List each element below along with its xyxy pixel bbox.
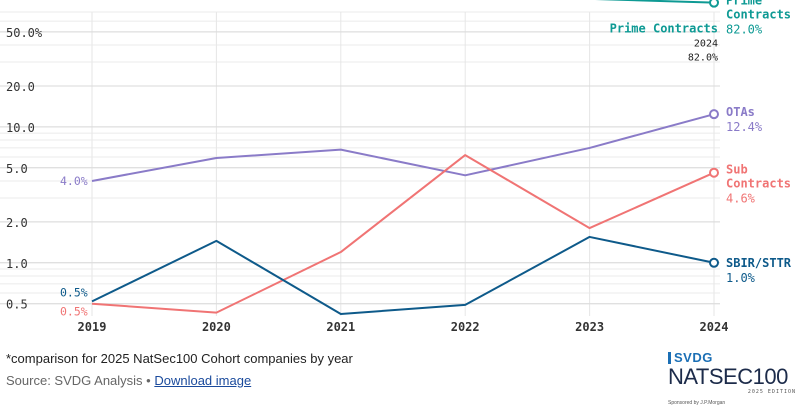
series-end-value-label: 12.4% xyxy=(726,120,763,134)
y-tick-label: 0.5 xyxy=(6,298,28,312)
series-name-label: SBIR/STTR xyxy=(726,256,792,270)
source-text: Source: SVDG Analysis • xyxy=(6,373,155,388)
series-name-label: Sub xyxy=(726,163,748,177)
series-line xyxy=(595,0,715,4)
y-tick-label: 20.0 xyxy=(6,80,35,94)
source-line: Source: SVDG Analysis • Download image xyxy=(6,373,251,388)
series-name-label: Prime xyxy=(726,0,762,8)
logo-bar xyxy=(668,352,671,364)
hover-tooltip: Prime Contracts 2024 82.0% xyxy=(610,22,718,64)
series-end-value-label: 1.0% xyxy=(726,271,756,285)
y-tick-label: 5.0 xyxy=(6,162,28,176)
download-image-link[interactable]: Download image xyxy=(154,373,252,388)
x-tick-label: 2019 xyxy=(78,320,107,334)
tooltip-series-name: Prime Contracts xyxy=(610,22,718,36)
series-end-marker xyxy=(709,257,719,268)
series-line xyxy=(91,113,715,182)
series-end-marker xyxy=(709,167,719,178)
series-name-label: Contracts xyxy=(726,8,791,22)
tooltip-value: 82.0% xyxy=(688,53,718,64)
series-end-value-label: 82.0% xyxy=(726,23,763,37)
x-axis: 2019 2020 2021 2022 2023 2024 xyxy=(78,320,729,334)
x-tick-label: 2022 xyxy=(451,320,480,334)
chart-grid xyxy=(0,11,720,316)
series-name-label: Contracts xyxy=(726,177,791,191)
logo-natsec100: NATSEC100 xyxy=(668,364,788,389)
series-start-label: 0.5% xyxy=(60,285,88,299)
line-chart: 0.51.02.05.010.020.050.0% 2019 2020 2021 20… xyxy=(0,0,792,334)
series-end-marker xyxy=(709,0,719,8)
y-tick-label: 2.0 xyxy=(6,216,28,230)
series-end-marker xyxy=(709,109,719,120)
chart-footnote: *comparison for 2025 NatSec100 Cohort co… xyxy=(6,351,353,366)
y-axis: 0.5 1.0 2.0 5.0 10.0 20.0 50.0% xyxy=(6,26,43,312)
logo-edition: 2025 EDITION xyxy=(747,389,796,395)
x-tick-label: 2020 xyxy=(202,320,231,334)
series-name-label: OTAs xyxy=(726,105,755,119)
series-labels: 95.0%PrimeContracts82.0%4.0%OTAs12.4%0.5… xyxy=(60,0,792,319)
y-tick-label: 10.0 xyxy=(6,121,35,135)
x-tick-label: 2024 xyxy=(700,320,729,334)
series-end-value-label: 4.6% xyxy=(726,192,756,206)
series-line xyxy=(91,235,715,315)
series-start-label: 0.5% xyxy=(60,305,88,319)
series-start-label: 4.0% xyxy=(60,174,88,188)
series-lines xyxy=(91,0,719,315)
series-start-label: 95.0% xyxy=(60,0,95,1)
logo-svdg: SVDG xyxy=(674,350,713,365)
x-tick-label: 2021 xyxy=(326,320,355,334)
tooltip-year: 2024 xyxy=(694,39,718,50)
x-tick-label: 2023 xyxy=(575,320,604,334)
logo-sponsor: Sponsored by J.P.Morgan xyxy=(668,400,726,406)
y-tick-label: 50.0% xyxy=(6,26,43,40)
series-line xyxy=(91,154,715,314)
y-tick-label: 1.0 xyxy=(6,257,28,271)
natsec100-logo: SVDG NATSEC100 2025 EDITION Sponsored by… xyxy=(668,350,800,412)
